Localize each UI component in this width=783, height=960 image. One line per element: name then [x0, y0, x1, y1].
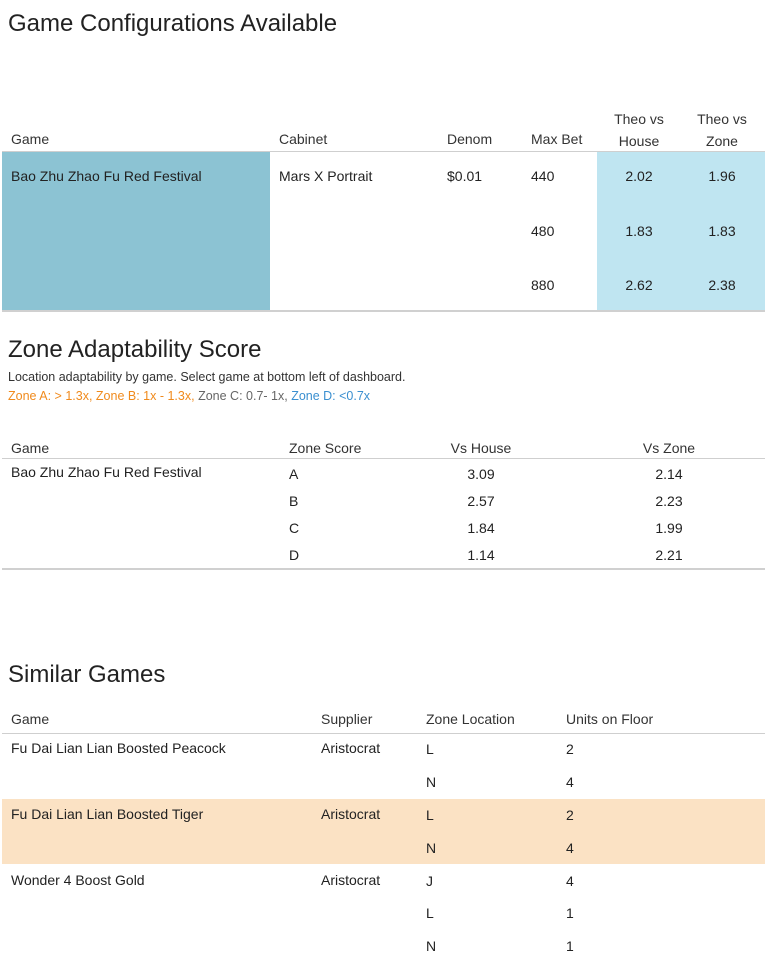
- config-game-cell[interactable]: Bao Zhu Zhao Fu Red Festival: [2, 152, 270, 310]
- similar-row-highlight[interactable]: [2, 799, 765, 864]
- zone-vs-house: 2.57: [467, 493, 495, 509]
- similar-supplier: Aristocrat: [321, 806, 381, 822]
- zone-header-vs-zone: Vs Zone: [642, 440, 696, 456]
- similar-header-game: Game: [11, 711, 50, 727]
- similar-header-units: Units on Floor: [566, 711, 654, 727]
- config-theo-zone: 1.96: [708, 168, 736, 184]
- zone-title: Zone Adaptability Score: [8, 336, 262, 363]
- zone-legend-b: Zone B: 1x - 1.3x,: [95, 389, 195, 403]
- similar-game-name[interactable]: Fu Dai Lian Lian Boosted Peacock: [11, 740, 226, 756]
- similar-zone-location: L: [426, 807, 434, 823]
- config-header-game: Game: [11, 131, 50, 147]
- zone-subtitle: Location adaptability by game. Select ga…: [8, 370, 406, 384]
- similar-title: Similar Games: [8, 661, 166, 688]
- similar-header-supplier: Supplier: [321, 711, 373, 727]
- config-theo-zone: 1.83: [708, 223, 736, 239]
- config-theo-zone: 2.38: [708, 277, 736, 293]
- zone-vs-house: 1.84: [467, 520, 495, 536]
- config-title: Game Configurations Available: [8, 10, 338, 37]
- similar-units: 1: [566, 905, 574, 921]
- config-max-bet[interactable]: 440: [531, 168, 555, 184]
- config-header-cabinet: Cabinet: [279, 131, 328, 147]
- config-theo-block: [597, 152, 765, 310]
- config-cabinet: Mars X Portrait: [279, 168, 373, 184]
- config-header-theo-zone: Theo vs Zone: [697, 111, 747, 149]
- zone-vs-house: 1.14: [467, 547, 495, 563]
- config-theo-house: 2.62: [625, 277, 653, 293]
- zone-vs-zone: 2.14: [655, 466, 683, 482]
- zone-legend: Zone A: > 1.3x, Zone B: 1x - 1.3x, Zone …: [8, 389, 370, 403]
- config-header-theo-house: Theo vs House: [614, 111, 664, 149]
- similar-units: 2: [566, 807, 574, 823]
- similar-zone-location: J: [426, 873, 433, 889]
- zone-header-vs-house: Vs House: [450, 440, 512, 456]
- config-theo-house: 1.83: [625, 223, 653, 239]
- zone-header-game: Game: [11, 440, 50, 456]
- config-denom: $0.01: [447, 168, 483, 184]
- similar-zone-location: L: [426, 741, 434, 757]
- zone-legend-d: Zone D: <0.7x: [291, 389, 371, 403]
- zone-score: D: [289, 547, 300, 563]
- config-max-bet[interactable]: 880: [531, 277, 555, 293]
- similar-units: 4: [566, 774, 574, 790]
- similar-zone-location: N: [426, 840, 437, 856]
- similar-supplier: Aristocrat: [321, 740, 381, 756]
- config-header-max-bet: Max Bet: [531, 131, 583, 147]
- similar-game-name[interactable]: Fu Dai Lian Lian Boosted Tiger: [11, 806, 204, 822]
- similar-zone-location: N: [426, 774, 437, 790]
- zone-score: C: [289, 520, 300, 536]
- config-header-denom: Denom: [447, 131, 493, 147]
- zone-legend-a: Zone A: > 1.3x,: [8, 389, 93, 403]
- similar-zone-location: N: [426, 938, 437, 954]
- zone-legend-c: Zone C: 0.7- 1x,: [198, 389, 288, 403]
- similar-game-name[interactable]: Wonder 4 Boost Gold: [11, 872, 145, 888]
- config-game-name: Bao Zhu Zhao Fu Red Festival: [11, 168, 202, 184]
- config-max-bet[interactable]: 480: [531, 223, 555, 239]
- zone-header-score: Zone Score: [289, 440, 362, 456]
- zone-score: A: [289, 466, 299, 482]
- similar-units: 4: [566, 873, 574, 889]
- zone-vs-zone: 2.23: [655, 493, 683, 509]
- zone-vs-zone: 1.99: [655, 520, 683, 536]
- zone-score: B: [289, 493, 299, 509]
- similar-units: 4: [566, 840, 574, 856]
- similar-units: 2: [566, 741, 574, 757]
- zone-vs-zone: 2.21: [655, 547, 683, 563]
- similar-header-zone-location: Zone Location: [426, 711, 515, 727]
- similar-units: 1: [566, 938, 574, 954]
- similar-supplier: Aristocrat: [321, 872, 381, 888]
- zone-vs-house: 3.09: [467, 466, 495, 482]
- similar-zone-location: L: [426, 905, 434, 921]
- config-theo-house: 2.02: [625, 168, 653, 184]
- zone-game-name[interactable]: Bao Zhu Zhao Fu Red Festival: [11, 464, 202, 480]
